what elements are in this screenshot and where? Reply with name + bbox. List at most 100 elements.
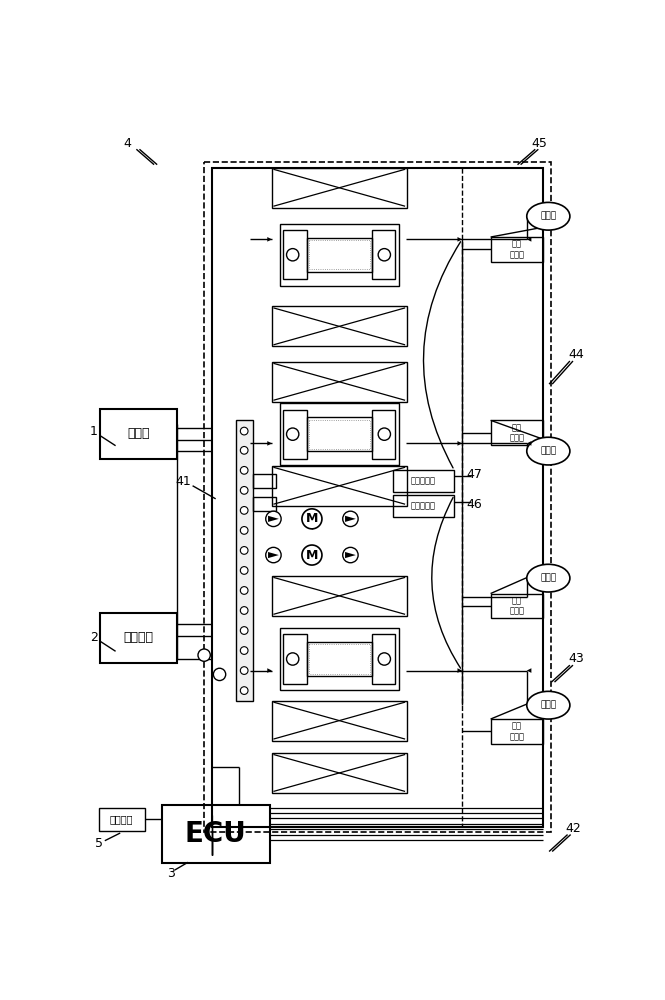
Bar bbox=[283, 410, 307, 459]
Polygon shape bbox=[458, 441, 462, 446]
Circle shape bbox=[240, 466, 248, 474]
Bar bbox=[100, 409, 177, 459]
Polygon shape bbox=[458, 668, 462, 673]
Text: 1: 1 bbox=[90, 425, 98, 438]
Polygon shape bbox=[527, 668, 531, 673]
Bar bbox=[309, 420, 370, 449]
Bar bbox=[98, 808, 145, 831]
Bar bbox=[253, 497, 276, 511]
Circle shape bbox=[342, 511, 358, 527]
Text: 右前轮: 右前轮 bbox=[540, 212, 557, 221]
Bar bbox=[272, 466, 407, 506]
Text: 46: 46 bbox=[467, 498, 482, 512]
Text: 2: 2 bbox=[90, 631, 98, 644]
Text: 轮速
传感器: 轮速 传感器 bbox=[509, 423, 524, 442]
Circle shape bbox=[378, 653, 390, 665]
Circle shape bbox=[287, 249, 299, 261]
Circle shape bbox=[378, 249, 390, 261]
Text: 42: 42 bbox=[566, 822, 582, 835]
Circle shape bbox=[240, 487, 248, 494]
Circle shape bbox=[198, 649, 210, 661]
Text: 左后轮: 左后轮 bbox=[540, 701, 557, 710]
Circle shape bbox=[240, 607, 248, 614]
Circle shape bbox=[378, 428, 390, 440]
Polygon shape bbox=[458, 237, 462, 242]
Bar bbox=[253, 474, 276, 488]
Circle shape bbox=[240, 527, 248, 534]
Text: 47: 47 bbox=[466, 468, 482, 481]
Bar bbox=[309, 240, 370, 269]
Ellipse shape bbox=[527, 437, 570, 465]
Bar bbox=[283, 634, 307, 684]
Circle shape bbox=[240, 427, 248, 435]
Text: 43: 43 bbox=[568, 652, 584, 666]
Text: M: M bbox=[306, 549, 318, 562]
Bar bbox=[162, 805, 269, 863]
Bar bbox=[372, 410, 395, 459]
Text: 41: 41 bbox=[176, 475, 192, 488]
Polygon shape bbox=[267, 237, 272, 242]
Bar bbox=[491, 719, 543, 744]
Bar bbox=[491, 420, 543, 445]
Bar bbox=[204, 162, 551, 832]
Circle shape bbox=[240, 446, 248, 454]
Text: 轮速
传感器: 轮速 传感器 bbox=[509, 240, 524, 259]
Bar bbox=[309, 644, 370, 674]
Circle shape bbox=[240, 507, 248, 514]
Polygon shape bbox=[527, 237, 531, 242]
Polygon shape bbox=[268, 516, 279, 522]
Bar bbox=[235, 420, 253, 701]
Text: 左前轮: 左前轮 bbox=[540, 447, 557, 456]
Circle shape bbox=[240, 687, 248, 694]
Text: 左二制液阀: 左二制液阀 bbox=[411, 477, 436, 486]
Circle shape bbox=[240, 627, 248, 634]
Bar bbox=[212, 168, 543, 827]
Bar bbox=[272, 362, 407, 402]
Text: 右后轮: 右后轮 bbox=[540, 574, 557, 583]
Polygon shape bbox=[345, 552, 356, 558]
Circle shape bbox=[240, 567, 248, 574]
Bar bbox=[307, 238, 372, 272]
Circle shape bbox=[287, 653, 299, 665]
Bar bbox=[272, 168, 407, 208]
Text: 45: 45 bbox=[531, 137, 547, 150]
Bar bbox=[279, 628, 399, 690]
Text: ECU: ECU bbox=[185, 820, 247, 848]
Polygon shape bbox=[267, 441, 272, 446]
Polygon shape bbox=[345, 516, 356, 522]
Text: 轮速
传感器: 轮速 传感器 bbox=[509, 596, 524, 616]
Text: 制动踩板: 制动踩板 bbox=[110, 814, 134, 824]
Bar bbox=[100, 613, 177, 663]
Bar bbox=[491, 237, 543, 262]
Circle shape bbox=[302, 509, 322, 529]
Circle shape bbox=[240, 667, 248, 674]
Bar bbox=[272, 701, 407, 741]
Bar bbox=[272, 753, 407, 793]
Bar bbox=[491, 594, 543, 618]
Circle shape bbox=[287, 428, 299, 440]
Bar bbox=[372, 634, 395, 684]
Text: 储液罐: 储液罐 bbox=[128, 427, 150, 440]
Text: M: M bbox=[306, 512, 318, 525]
Polygon shape bbox=[268, 552, 279, 558]
Bar bbox=[307, 642, 372, 676]
Circle shape bbox=[266, 547, 281, 563]
Circle shape bbox=[240, 547, 248, 554]
Bar bbox=[279, 403, 399, 465]
Text: 4: 4 bbox=[123, 137, 131, 150]
Bar bbox=[279, 224, 399, 286]
Bar bbox=[283, 230, 307, 279]
Ellipse shape bbox=[527, 564, 570, 592]
Circle shape bbox=[213, 668, 225, 681]
Bar bbox=[307, 417, 372, 451]
Text: 轮速
传感器: 轮速 传感器 bbox=[509, 722, 524, 741]
Polygon shape bbox=[527, 441, 531, 446]
Circle shape bbox=[302, 545, 322, 565]
Bar bbox=[393, 495, 454, 517]
Circle shape bbox=[266, 511, 281, 527]
Polygon shape bbox=[267, 668, 272, 673]
Circle shape bbox=[240, 587, 248, 594]
Bar bbox=[393, 470, 454, 492]
Ellipse shape bbox=[527, 691, 570, 719]
Text: 5: 5 bbox=[94, 837, 102, 850]
